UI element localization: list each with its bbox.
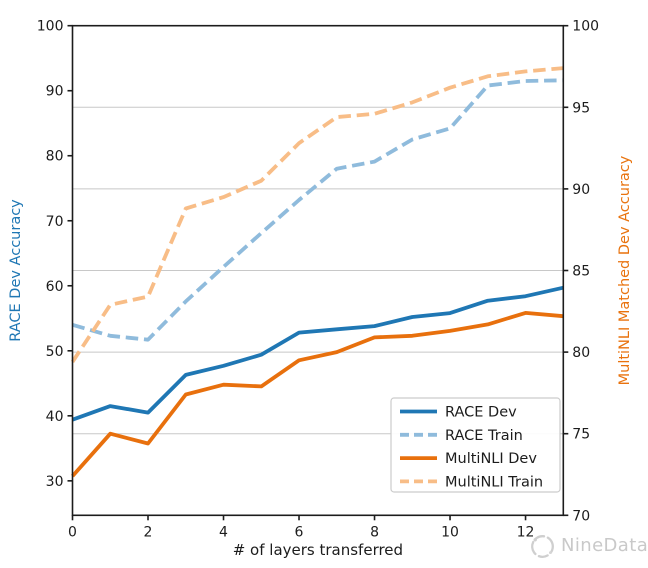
x-tick-label: 6: [295, 524, 304, 540]
left-tick-label: 30: [46, 474, 64, 490]
right-tick-label: 90: [572, 182, 590, 198]
left-tick-label: 100: [37, 19, 64, 35]
right-axis-title: MultiNLI Matched Dev Accuracy: [617, 155, 633, 385]
right-tick-label: 70: [572, 508, 590, 524]
left-tick-label: 40: [46, 409, 64, 425]
x-tick-label: 8: [370, 524, 379, 540]
x-tick-label: 0: [68, 524, 77, 540]
left-tick-label: 80: [46, 149, 64, 165]
x-tick-label: 12: [517, 524, 535, 540]
legend-label: MultiNLI Train: [445, 474, 543, 490]
series-line-race-train: [71, 78, 564, 342]
x-axis-title: # of layers transferred: [233, 541, 403, 559]
legend-box: [390, 397, 561, 493]
series-line-race-dev: [71, 285, 564, 422]
series-line-multinli-train: [70, 66, 564, 363]
legend-label: RACE Dev: [445, 405, 517, 421]
legend-label: MultiNLI Dev: [445, 451, 537, 467]
legend-item-race-train: RACE Train: [400, 428, 523, 444]
x-tick-label: 10: [441, 524, 459, 540]
right-tick-label: 95: [572, 100, 590, 116]
left-tick-label: 50: [46, 344, 64, 360]
series-line-multinli-dev: [71, 311, 564, 478]
legend-item-multinli-train: MultiNLI Train: [400, 474, 543, 490]
right-tick-label: 100: [572, 19, 599, 35]
left-tick-label: 70: [46, 214, 64, 230]
legend-item-race-dev: RACE Dev: [400, 405, 517, 421]
right-tick-label: 85: [572, 264, 590, 280]
legend-item-multinli-dev: MultiNLI Dev: [400, 451, 537, 467]
legend: RACE Dev RACE Train MultiNLI Dev MultiNLI T…: [390, 397, 561, 493]
left-axis-title: RACE Dev Accuracy: [8, 199, 24, 342]
x-tick-label: 2: [144, 524, 153, 540]
x-tick-label: 4: [219, 524, 228, 540]
right-tick-label: 80: [572, 345, 590, 361]
legend-label: RACE Train: [445, 428, 523, 444]
left-tick-label: 60: [46, 279, 64, 295]
left-tick-label: 90: [46, 84, 64, 100]
right-tick-label: 75: [572, 427, 590, 443]
